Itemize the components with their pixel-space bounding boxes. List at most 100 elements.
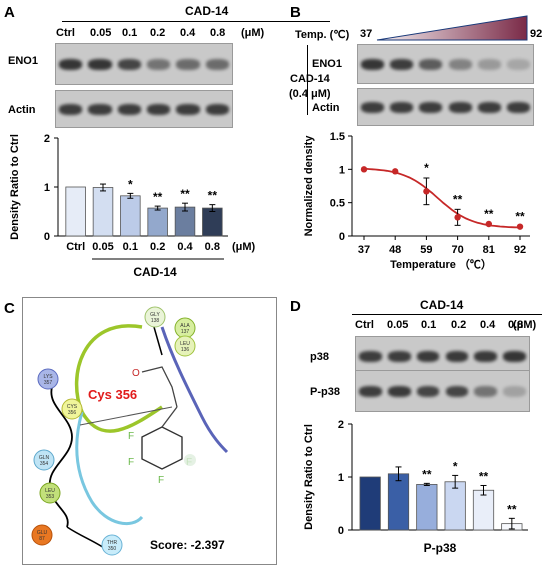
residue-disc	[61, 398, 83, 420]
bar	[416, 484, 438, 531]
y-tick-label: 2	[338, 419, 344, 431]
x-tick-label: 0.05	[92, 241, 113, 253]
blot-band	[117, 103, 141, 115]
x-axis-label: CAD-14	[133, 265, 177, 279]
residue-name: ALA	[180, 323, 190, 329]
significance-mark: **	[453, 192, 463, 206]
panel-a-actin-blot	[55, 90, 233, 128]
lane-label: 0.05	[90, 27, 112, 39]
panel-d-pp38-blot	[355, 370, 530, 412]
blot-band	[474, 385, 498, 397]
data-point	[392, 168, 399, 175]
docking-score: Score: -2.397	[150, 538, 225, 552]
panel-d-blot1-label: p38	[310, 351, 329, 363]
blot-band	[419, 58, 443, 70]
y-axis-label: Density Ratio to Ctrl	[9, 134, 21, 240]
panel-b-eno1-blot	[357, 44, 534, 84]
fluorine-label: F	[158, 475, 164, 486]
residue-disc	[174, 335, 196, 357]
solvent-exposure-disc	[184, 454, 196, 466]
x-tick-label: 0.4	[177, 241, 193, 253]
residue-disc	[101, 534, 123, 556]
x-tick-label: 0.1	[123, 241, 138, 253]
phenyl-ring	[141, 426, 183, 470]
data-point	[360, 166, 368, 173]
blot-band	[59, 58, 83, 70]
panel-b-blot2-label: Actin	[312, 102, 340, 114]
data-point	[423, 188, 430, 195]
lane-label: Ctrl	[355, 319, 374, 331]
panel-d-letter: D	[290, 298, 301, 315]
blot-band	[390, 58, 414, 70]
residue-name: THR	[107, 540, 118, 546]
residue-number: 353	[46, 494, 55, 500]
blot-band	[506, 101, 530, 113]
residue-name: LEU	[180, 341, 190, 347]
residue-number: 356	[68, 410, 77, 416]
interaction-line	[79, 406, 173, 426]
panel-a-treatment-line	[62, 21, 330, 22]
blot-band	[361, 101, 385, 113]
panel-b-actin-blot	[357, 88, 534, 126]
data-point	[454, 214, 461, 221]
panel-b-temp-start: 37	[360, 28, 373, 40]
blot-band	[474, 350, 498, 362]
residue-name: LYS	[43, 374, 53, 380]
blot-band	[390, 101, 414, 113]
x-tick-label: 92	[514, 244, 526, 256]
panel-a-eno1-blot	[55, 43, 233, 85]
panel-d-blot2-label: P-p38	[310, 386, 340, 398]
lane-label: 0.8	[210, 27, 226, 39]
x-tick-label: 37	[358, 244, 370, 256]
y-tick-label: 0	[338, 525, 344, 537]
oxygen-atom-label: O	[132, 368, 140, 379]
residue-disc	[31, 524, 53, 546]
blot-band	[176, 103, 200, 115]
lane-label: 0.1	[421, 319, 437, 331]
panel-a-blot2-label: Actin	[8, 104, 36, 116]
blot-band	[416, 350, 440, 362]
blot-band	[448, 101, 472, 113]
panel-b-blot1-label: ENO1	[312, 58, 342, 70]
panel-a-bar-chart: 0 1 2 Ctrl 0.05 * 0.1 ** 0.2 ** 0.4 ** 0.8 (μM) Densit…	[9, 133, 256, 279]
panel-d-treatment: CAD-14	[420, 298, 464, 312]
residue-disc	[39, 482, 61, 504]
bar	[202, 207, 223, 237]
blot-band	[88, 58, 112, 70]
panel-a-blot1-label: ENO1	[8, 55, 38, 67]
blot-band	[361, 58, 385, 70]
residue-disc	[144, 306, 166, 328]
blot-band	[477, 58, 501, 70]
pocket-contour-purple	[160, 326, 229, 454]
significance-mark: **	[507, 502, 517, 516]
blot-band	[387, 385, 411, 397]
panel-a-unit: (μM)	[241, 27, 265, 39]
bar	[359, 476, 381, 531]
lane-label: 0.4	[480, 319, 496, 331]
residue-number: 350	[108, 546, 117, 552]
blot-band	[445, 385, 469, 397]
data-point	[516, 223, 524, 230]
residue-name: GLY	[150, 312, 160, 318]
panel-b-letter: B	[290, 4, 301, 21]
x-tick-label: 81	[483, 244, 495, 256]
lane-label: 0.8	[508, 319, 524, 331]
residue-number: 354	[40, 461, 49, 467]
panel-b-temp-end: 92	[530, 28, 543, 40]
blot-band	[205, 58, 229, 70]
backbone-chain	[153, 326, 163, 356]
pocket-contour-blue	[75, 411, 144, 526]
panel-b-temp-gradient	[376, 15, 528, 41]
ligand-bond	[141, 366, 178, 408]
panel-a-treatment: CAD-14	[185, 4, 229, 18]
residue-highlight-label: Cys 356	[88, 387, 137, 402]
